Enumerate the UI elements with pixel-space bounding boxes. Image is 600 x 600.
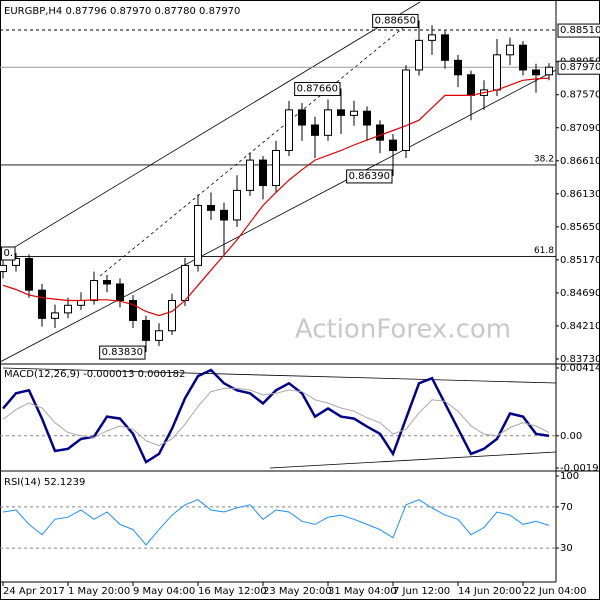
candle-body (220, 209, 228, 221)
candle-body (90, 280, 98, 301)
y-tick-label: 70 (560, 502, 573, 513)
price-annotation: 0. (3, 248, 13, 259)
x-tick-label: 23 May 20:00 (263, 586, 332, 597)
candle-body (246, 159, 254, 191)
x-tick-label: 31 May 04:00 (328, 586, 397, 597)
candle-body (155, 330, 163, 341)
candle-body (298, 109, 306, 126)
candle-body (415, 39, 423, 71)
candle-body (51, 312, 59, 319)
indicator-line (2, 387, 550, 447)
channel-lower (0, 69, 556, 363)
x-tick-label: 24 Apr 2017 (3, 586, 65, 597)
y-tick-label: -0.001972 (560, 463, 600, 474)
y-tick-label: 0.86610 (560, 156, 600, 167)
candle-body (363, 110, 371, 126)
fib-label: 61.8 (534, 246, 554, 256)
candle-body (545, 66, 553, 76)
y-tick-label: 0.00 (560, 431, 582, 442)
label-box (557, 23, 600, 38)
x-tick-label: 14 Jun 20:00 (458, 586, 522, 597)
candle-body (64, 304, 72, 314)
y-tick-label: 0.85650 (560, 222, 600, 233)
candle-body (311, 124, 319, 136)
moving-average (2, 77, 550, 317)
x-tick-label: 1 May 20:00 (68, 586, 130, 597)
y-tick-label: 0.86130 (560, 189, 600, 200)
price-annotation: 0.83830 (102, 347, 143, 358)
candle-body (0, 264, 7, 273)
candle-body (519, 44, 527, 71)
candle-body (493, 54, 501, 91)
watermark: ActionForex.com (295, 315, 511, 345)
indicator-line (2, 499, 550, 546)
candle-body (454, 59, 462, 76)
macd-trend-upper (2, 367, 556, 384)
x-tick-label: 16 May 12:00 (198, 586, 267, 597)
candle-body (142, 319, 150, 341)
y-tick-label: 0.84210 (560, 321, 600, 332)
candle-body (168, 299, 176, 332)
candle-body (207, 205, 215, 211)
candle-body (428, 34, 436, 41)
candle-body (259, 159, 267, 187)
candle-body (506, 44, 514, 56)
level-label: 0.88510 (560, 25, 600, 36)
candle-body (272, 149, 280, 187)
candle-body (103, 280, 111, 285)
candle-body (376, 124, 384, 141)
candle-body (402, 69, 410, 151)
y-tick-label: 0.87090 (560, 123, 600, 134)
y-tick-label: 0.87570 (560, 90, 600, 101)
y-tick-label: 0.85170 (560, 255, 600, 266)
candle-body (389, 139, 397, 151)
label-box (372, 13, 419, 28)
y-tick-label: 0.004145 (560, 363, 600, 374)
label-box (346, 169, 393, 184)
panel-title: MACD(12,26,9) -0.000013 0.000182 (4, 369, 185, 380)
fib-label: 38.2 (534, 154, 554, 164)
y-tick-label: 0.83730 (560, 354, 600, 365)
trend-lines (0, 1, 556, 469)
y-tick-label: 30 (560, 543, 573, 554)
y-tick-label: 0.84690 (560, 288, 600, 299)
candle-body (233, 189, 241, 221)
x-tick-label: 9 May 04:00 (133, 586, 195, 597)
candle-body (25, 258, 33, 291)
candle-body (116, 283, 124, 301)
candle-body (181, 264, 189, 301)
candle-body (12, 258, 20, 266)
x-tick-label: 7 Jun 12:00 (393, 586, 450, 597)
candle-body (467, 74, 475, 96)
y-tick-label: 100 (560, 471, 579, 482)
price-annotation: 0.88650 (375, 15, 416, 26)
label-box (557, 60, 600, 75)
level-label: 0.87970 (560, 62, 600, 73)
channel-upper (0, 1, 421, 257)
candle-body (324, 109, 332, 136)
candle-body (285, 109, 293, 151)
channel-mid (99, 17, 416, 277)
candle-body (337, 109, 345, 116)
label-box (99, 345, 146, 360)
candle-body (77, 299, 85, 306)
indicator-line (2, 368, 550, 464)
candle-body (194, 205, 202, 266)
macd-trend-lower (269, 451, 556, 469)
price-annotation: 0.87660 (297, 84, 338, 95)
label-box (294, 82, 341, 97)
price-annotation: 0.86390 (349, 171, 390, 182)
candle-body (38, 289, 46, 319)
candle-body (350, 110, 358, 116)
candle-body (129, 299, 137, 321)
panel-title: RSI(14) 52.1239 (4, 477, 85, 488)
x-tick-label: 22 Jun 04:00 (523, 586, 587, 597)
panel-title: EURGBP,H4 0.87796 0.87970 0.87780 0.8797… (4, 6, 240, 17)
candle-body (532, 69, 540, 76)
label-box (0, 246, 16, 261)
candle-body (441, 34, 449, 61)
